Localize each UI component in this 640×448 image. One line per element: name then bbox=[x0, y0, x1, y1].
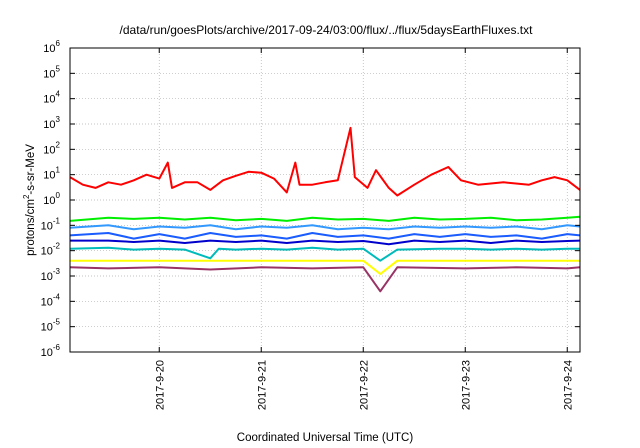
y-axis-label-part: protons/cm bbox=[25, 199, 37, 256]
y-tick-label: 100 bbox=[43, 191, 60, 207]
series-line-1 bbox=[69, 126, 581, 197]
y-tick-exponent: -2 bbox=[53, 242, 61, 251]
series-group bbox=[69, 126, 581, 293]
y-tick-exponent: -6 bbox=[53, 343, 61, 352]
y-tick-label: 101 bbox=[43, 166, 60, 182]
y-tick-exponent: 0 bbox=[56, 191, 61, 200]
y-tick-base: 10 bbox=[43, 119, 55, 131]
y-tick-label: 10-6 bbox=[41, 343, 61, 359]
y-tick-base: 10 bbox=[43, 144, 55, 156]
chart-title: /data/run/goesPlots/archive/2017-09-24/0… bbox=[120, 23, 534, 37]
x-tick-label: 2017-9-21 bbox=[256, 360, 268, 410]
y-tick-base: 10 bbox=[43, 195, 55, 207]
y-tick-exponent: 1 bbox=[56, 166, 61, 175]
y-ticks: 10-610-510-410-310-210-11001011021031041… bbox=[41, 39, 580, 359]
y-tick-exponent: -4 bbox=[53, 292, 61, 301]
y-tick-base: 10 bbox=[41, 322, 53, 334]
y-tick-exponent: 6 bbox=[56, 39, 61, 48]
y-tick-label: 10-2 bbox=[41, 242, 61, 258]
x-axis-label: Coordinated Universal Time (UTC) bbox=[237, 432, 414, 444]
series-line-3 bbox=[69, 224, 581, 231]
x-tick-label: 2017-9-23 bbox=[460, 360, 472, 410]
y-tick-label: 104 bbox=[43, 90, 60, 106]
series-line-8 bbox=[69, 266, 581, 293]
y-tick-label: 10-1 bbox=[41, 216, 61, 232]
y-tick-base: 10 bbox=[41, 296, 53, 308]
y-tick-base: 10 bbox=[41, 220, 53, 232]
y-tick-base: 10 bbox=[41, 271, 53, 283]
y-tick-base: 10 bbox=[43, 170, 55, 182]
y-axis-label: protons/cm2-s-sr-MeV bbox=[22, 144, 37, 256]
y-tick-label: 10-4 bbox=[41, 292, 61, 308]
series-line-6 bbox=[69, 246, 580, 262]
y-axis-label-part: -s-sr-MeV bbox=[25, 144, 37, 195]
y-tick-label: 102 bbox=[43, 140, 60, 156]
y-tick-label: 105 bbox=[43, 64, 60, 80]
y-tick-base: 10 bbox=[41, 246, 53, 258]
y-tick-exponent: -1 bbox=[53, 216, 61, 225]
y-tick-exponent: -5 bbox=[53, 318, 61, 327]
y-tick-exponent: -3 bbox=[53, 267, 61, 276]
y-tick-label: 106 bbox=[43, 39, 60, 55]
series-line-5 bbox=[70, 239, 581, 246]
x-tick-label: 2017-9-22 bbox=[358, 360, 370, 410]
y-tick-base: 10 bbox=[41, 347, 53, 359]
y-tick-base: 10 bbox=[43, 94, 55, 106]
y-tick-exponent: 3 bbox=[56, 115, 61, 124]
x-tick-label: 2017-9-24 bbox=[562, 360, 574, 410]
y-tick-base: 10 bbox=[43, 43, 55, 55]
y-tick-exponent: 5 bbox=[56, 64, 61, 73]
y-tick-base: 10 bbox=[43, 68, 55, 80]
y-tick-label: 10-5 bbox=[41, 318, 61, 334]
x-ticks: 2017-9-20 2017-9-21 2017-9-22 2017-9-23 2017… bbox=[154, 48, 574, 410]
series-line-7 bbox=[70, 259, 580, 275]
series-line-4 bbox=[69, 232, 581, 240]
y-tick-exponent: 4 bbox=[56, 90, 61, 99]
y-tick-label: 10-3 bbox=[41, 267, 61, 283]
y-axis-label-superscript: 2 bbox=[22, 194, 31, 199]
grid bbox=[70, 48, 580, 352]
x-tick-label: 2017-9-20 bbox=[154, 360, 166, 410]
series-line-2 bbox=[69, 215, 581, 222]
y-tick-label: 103 bbox=[43, 115, 60, 131]
y-tick-exponent: 2 bbox=[56, 140, 61, 149]
